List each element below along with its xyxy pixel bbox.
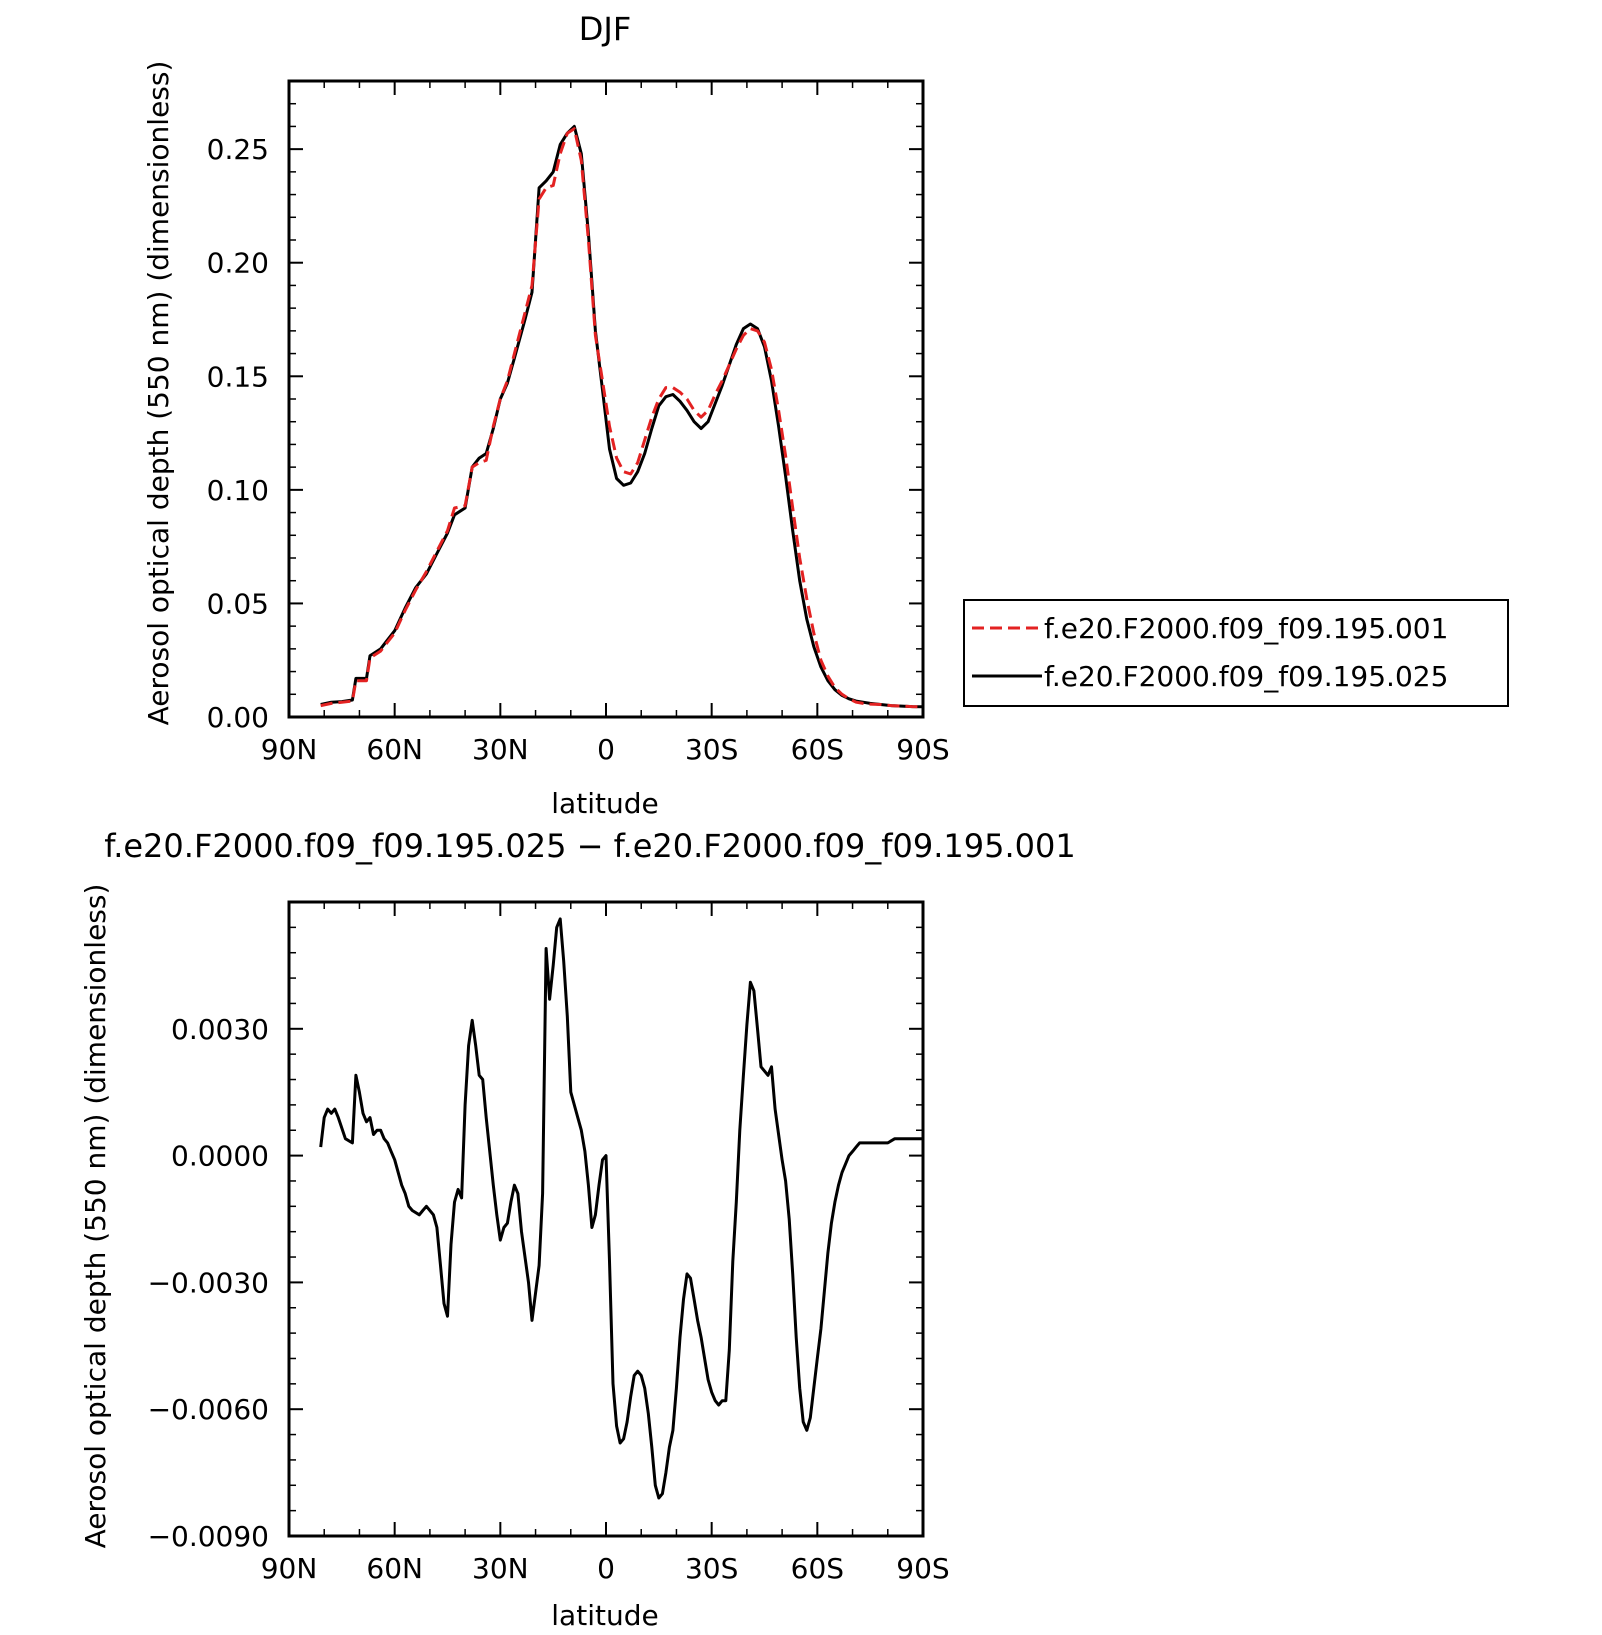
y-tick-label: 0.0030 [171, 1013, 269, 1046]
x-axis-label: latitude [551, 1599, 658, 1632]
y-tick-label: 0.25 [207, 133, 269, 166]
x-tick-label: 90N [261, 733, 318, 766]
plot-frame [287, 900, 925, 1538]
y-tick-label: −0.0090 [148, 1520, 269, 1553]
x-tick-label: 90S [896, 733, 949, 766]
legend: f.e20.F2000.f09_f09.195.001 f.e20.F2000.… [963, 599, 1509, 707]
y-tick-label: 0.10 [207, 474, 269, 507]
x-tick-label: 30S [685, 733, 738, 766]
x-tick-label: 30S [685, 1552, 738, 1585]
x-tick-label: 60N [366, 733, 423, 766]
x-tick-label: 60N [366, 1552, 423, 1585]
series-group [320, 124, 924, 709]
y-tick-label: −0.0030 [148, 1266, 269, 1299]
x-tick-label: 90S [896, 1552, 949, 1585]
x-tick-label: 0 [597, 733, 615, 766]
x-tick-label: 60S [791, 1552, 844, 1585]
panel-difference: f.e20.F2000.f09_f09.195.025 − f.e20.F200… [79, 827, 1076, 1632]
y-tick-label: 0.05 [207, 587, 269, 620]
y-axis-label: Aerosol optical depth (550 nm) (dimensio… [142, 61, 175, 726]
plot-title: f.e20.F2000.f09_f09.195.025 − f.e20.F200… [104, 827, 1076, 865]
plot-frame [287, 79, 925, 719]
panel-djf: DJF Aerosol optical depth (550 nm) (dime… [142, 10, 1509, 820]
x-tick-label: 30N [472, 1552, 529, 1585]
y-axis-label: Aerosol optical depth (550 nm) (dimensio… [79, 884, 112, 1549]
y-tick-label: 0.20 [207, 247, 269, 280]
ticks: 90N 60N 30N 0 30S 60S 90S 0.00 0.05 0.10 0.15 0.20 0… [207, 80, 950, 766]
x-axis-label: latitude [551, 787, 658, 820]
legend-entry-2: f.e20.F2000.f09_f09.195.025 [1044, 660, 1448, 693]
plot-title: DJF [579, 10, 631, 48]
y-tick-label: 0.0000 [171, 1140, 269, 1173]
x-tick-label: 90N [261, 1552, 318, 1585]
x-tick-label: 60S [791, 733, 844, 766]
x-tick-label: 30N [472, 733, 529, 766]
x-tick-label: 0 [597, 1552, 615, 1585]
y-tick-label: 0.15 [207, 360, 269, 393]
series-line-1 [319, 917, 923, 1500]
y-tick-label: 0.00 [207, 701, 269, 734]
series-group [319, 917, 923, 1500]
series-line-2 [320, 124, 924, 709]
series-line-1 [320, 127, 924, 709]
y-tick-label: −0.0060 [148, 1393, 269, 1426]
legend-box [963, 599, 1509, 707]
legend-entry-1: f.e20.F2000.f09_f09.195.001 [1044, 612, 1448, 645]
